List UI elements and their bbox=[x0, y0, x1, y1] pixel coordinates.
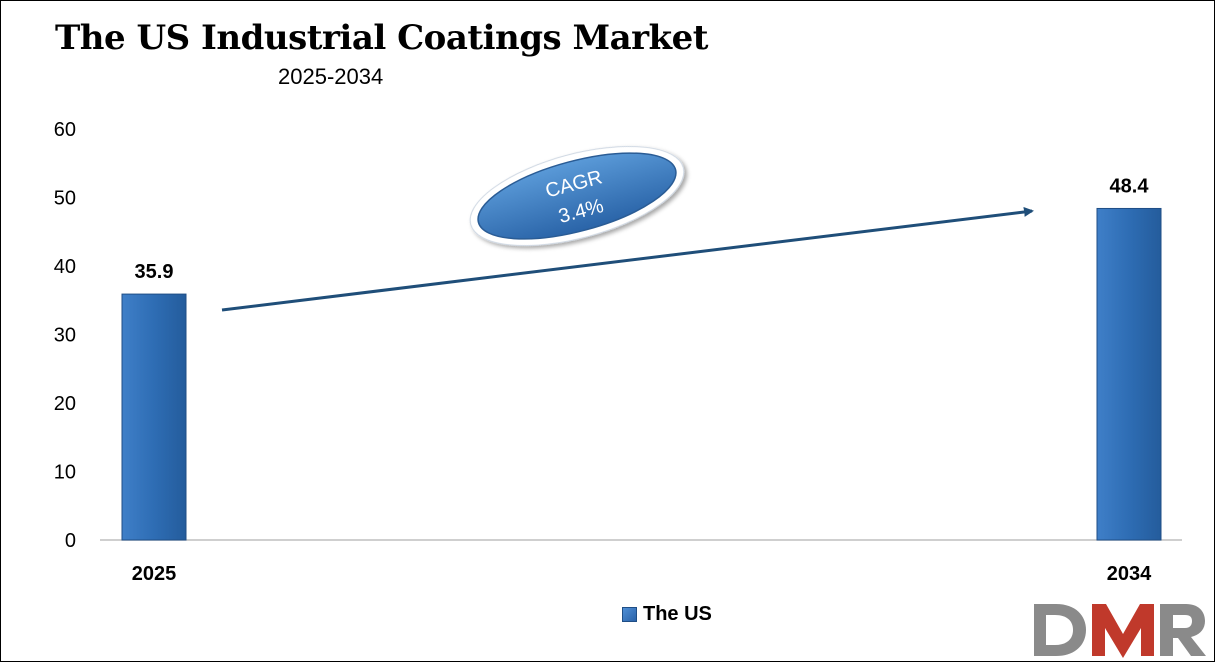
x-tick-label: 2025 bbox=[132, 563, 177, 585]
legend-swatch bbox=[622, 607, 637, 622]
y-tick-label: 60 bbox=[54, 119, 76, 141]
logo-letter-m bbox=[1092, 604, 1154, 658]
bars: 35.9 48.4 bbox=[121, 175, 1162, 541]
data-label: 48.4 bbox=[1110, 175, 1150, 197]
y-tick-label: 20 bbox=[54, 393, 76, 415]
cagr-arrow bbox=[221, 207, 1034, 312]
y-tick-label: 0 bbox=[65, 530, 76, 552]
x-axis: 2025 2034 bbox=[132, 563, 1152, 585]
y-tick-label: 30 bbox=[54, 325, 76, 347]
data-label: 35.9 bbox=[135, 261, 174, 283]
y-tick-label: 10 bbox=[54, 462, 76, 484]
legend: The US bbox=[622, 603, 712, 626]
bar-2034 bbox=[1096, 207, 1162, 541]
legend-label: The US bbox=[643, 603, 712, 625]
cagr-bubble: CAGR 3.4% bbox=[469, 145, 685, 247]
logo-letter-r bbox=[1160, 604, 1206, 656]
y-tick-label: 40 bbox=[54, 256, 76, 278]
bar-2025 bbox=[121, 293, 187, 541]
chart-title: The US Industrial Coatings Market bbox=[55, 18, 708, 58]
x-tick-label: 2034 bbox=[1107, 563, 1152, 585]
y-axis: 0 10 20 30 40 50 60 bbox=[54, 119, 76, 552]
y-tick-label: 50 bbox=[54, 188, 76, 210]
dmr-logo bbox=[1034, 604, 1206, 658]
logo-letter-d bbox=[1034, 604, 1086, 656]
chart-subtitle: 2025-2034 bbox=[278, 64, 384, 89]
